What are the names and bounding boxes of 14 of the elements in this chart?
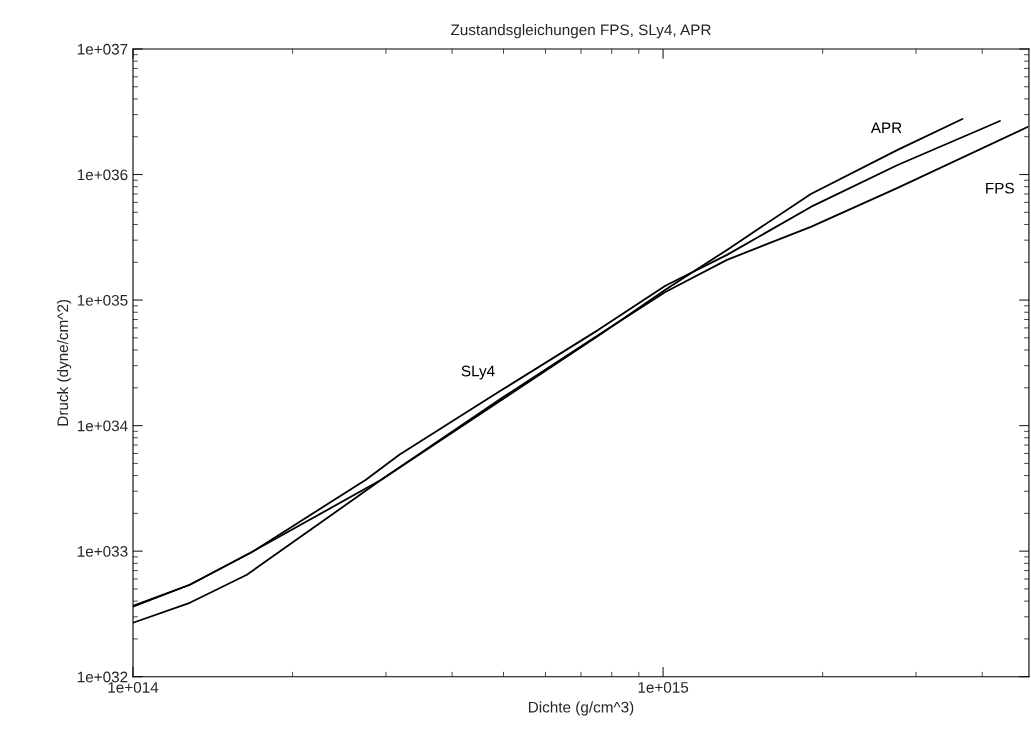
series-label: SLy4 (461, 365, 495, 380)
text: FPS (986, 182, 1014, 194)
y-tick-label: 1e+034 (77, 420, 128, 432)
y-tick-label: 1e+035 (77, 294, 128, 306)
y-axis-title: Druck (dyne/cm^2) (56, 299, 72, 426)
y-tick-label: 1e+032 (77, 671, 128, 683)
y-tick-label: 1e+033 (77, 546, 128, 557)
x-tick-label: 1e+014 (108, 681, 159, 693)
y-tick-label: 1e+036 (77, 169, 128, 181)
series-label: APR (870, 122, 902, 134)
x-axis-title: Dichte (g/cm^3) (528, 701, 634, 716)
y-tick-label: 1e+037 (77, 43, 128, 55)
chart-title: Zustandsgleichungen FPS, SLy4, APR (450, 24, 711, 39)
x-tick-label: 1e+015 (638, 681, 689, 693)
